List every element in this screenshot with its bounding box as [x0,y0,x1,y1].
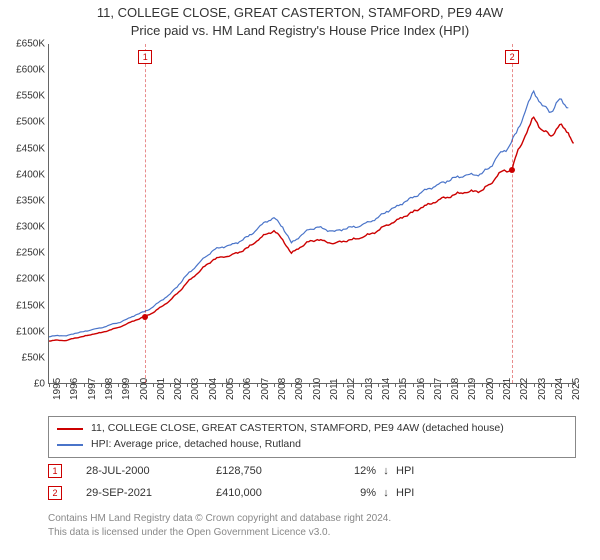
x-tick-label: 2006 [242,378,253,400]
x-tick-label: 2009 [294,378,305,400]
y-tick-label: £600K [3,65,45,76]
transaction-pct: 12% [326,465,376,477]
marker-line [512,44,513,383]
x-tick-label: 2011 [329,378,340,400]
plot-area: £0£50K£100K£150K£200K£250K£300K£350K£400… [48,44,576,384]
marker-dot [142,314,148,320]
transaction-marker: 1 [48,464,62,478]
marker-badge: 2 [505,50,519,64]
x-tick-label: 2015 [398,378,409,400]
legend-label: 11, COLLEGE CLOSE, GREAT CASTERTON, STAM… [91,421,504,437]
transaction-row: 2 29-SEP-2021£410,0009%↓HPI [48,482,436,504]
y-tick-label: £650K [3,39,45,50]
legend-swatch [57,428,83,430]
series-hpi [49,91,568,337]
y-tick-label: £150K [3,300,45,311]
transaction-pct: 9% [326,487,376,499]
x-tick-label: 2018 [450,378,461,400]
footnote-line1: Contains HM Land Registry data © Crown c… [48,512,391,526]
transaction-date: 28-JUL-2000 [86,465,216,477]
x-tick-label: 2012 [346,378,357,400]
y-tick-label: £500K [3,117,45,128]
x-tick-label: 2002 [173,378,184,400]
title-address: 11, COLLEGE CLOSE, GREAT CASTERTON, STAM… [0,4,600,22]
x-tick-label: 2022 [519,378,530,400]
x-tick-label: 1999 [121,378,132,400]
marker-dot [509,167,515,173]
x-tick-label: 2019 [467,378,478,400]
y-tick-label: £550K [3,91,45,102]
x-tick-label: 2020 [485,378,496,400]
y-tick-label: £200K [3,274,45,285]
x-tick-label: 2003 [190,378,201,400]
x-tick-label: 1998 [104,378,115,400]
x-tick-label: 2024 [554,378,565,400]
down-arrow-icon: ↓ [376,487,396,499]
x-tick-label: 2005 [225,378,236,400]
down-arrow-icon: ↓ [376,465,396,477]
y-tick-label: £100K [3,326,45,337]
x-tick-label: 2010 [312,378,323,400]
legend: 11, COLLEGE CLOSE, GREAT CASTERTON, STAM… [48,416,576,458]
transaction-suffix: HPI [396,465,436,477]
legend-swatch [57,444,83,446]
legend-row: 11, COLLEGE CLOSE, GREAT CASTERTON, STAM… [57,421,567,437]
x-tick-label: 2001 [156,378,167,400]
transaction-date: 29-SEP-2021 [86,487,216,499]
x-tick-label: 1997 [87,378,98,400]
legend-row: HPI: Average price, detached house, Rutl… [57,437,567,453]
footnote-line2: This data is licensed under the Open Gov… [48,526,391,540]
x-tick-label: 2008 [277,378,288,400]
transaction-table: 1 28-JUL-2000£128,75012%↓HPI 2 29-SEP-2021£… [48,460,436,504]
y-tick-label: £50K [3,352,45,363]
x-tick-label: 2023 [537,378,548,400]
y-tick-label: £350K [3,195,45,206]
transaction-price: £410,000 [216,487,326,499]
x-tick-label: 1996 [69,378,80,400]
transaction-price: £128,750 [216,465,326,477]
x-tick-label: 1995 [52,378,63,400]
y-tick-label: £450K [3,143,45,154]
line-layer [49,44,577,384]
x-tick-label: 2004 [208,378,219,400]
marker-badge: 1 [138,50,152,64]
y-tick-label: £0 [3,379,45,390]
x-tick-label: 2017 [433,378,444,400]
title-block: 11, COLLEGE CLOSE, GREAT CASTERTON, STAM… [0,0,600,39]
x-tick-label: 2000 [139,378,150,400]
title-subtitle: Price paid vs. HM Land Registry's House … [0,22,600,40]
transaction-row: 1 28-JUL-2000£128,75012%↓HPI [48,460,436,482]
y-tick-label: £400K [3,169,45,180]
chart-container: 11, COLLEGE CLOSE, GREAT CASTERTON, STAM… [0,0,600,560]
legend-label: HPI: Average price, detached house, Rutl… [91,437,301,453]
x-tick-label: 2014 [381,378,392,400]
transaction-marker: 2 [48,486,62,500]
x-tick-label: 2007 [260,378,271,400]
marker-line [145,44,146,383]
y-tick-label: £300K [3,222,45,233]
x-tick-label: 2013 [364,378,375,400]
x-tick-label: 2025 [571,378,582,400]
transaction-suffix: HPI [396,487,436,499]
plot-frame: £0£50K£100K£150K£200K£250K£300K£350K£400… [48,44,576,384]
footnote: Contains HM Land Registry data © Crown c… [48,512,391,539]
y-tick-label: £250K [3,248,45,259]
x-tick-label: 2016 [416,378,427,400]
